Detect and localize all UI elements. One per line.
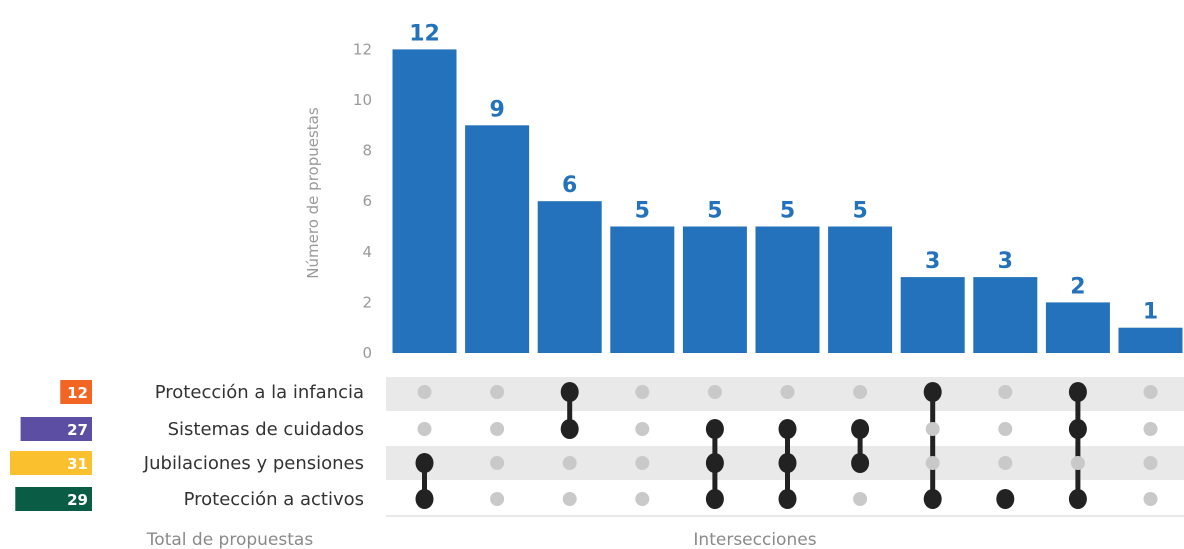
y-tick-label: 12 <box>353 40 372 58</box>
bar-value-label: 12 <box>409 21 440 46</box>
matrix-dot-active <box>996 489 1015 509</box>
bar <box>610 226 675 353</box>
set-labels: Protección a la infancia 12 Sistemas de cu… <box>10 380 364 511</box>
matrix-dot-active <box>1068 489 1087 509</box>
y-tick-label: 10 <box>353 91 372 109</box>
matrix-dot-active <box>851 453 870 473</box>
matrix-dot-inactive <box>490 492 505 506</box>
set-total-bar <box>10 451 92 475</box>
bar-value-label: 5 <box>635 199 650 224</box>
matrix-dot-inactive <box>1143 422 1158 436</box>
set-total-bar <box>15 487 93 511</box>
matrix-dot-active <box>778 419 797 439</box>
bar-value-label: 3 <box>998 249 1013 274</box>
matrix-dot-inactive <box>853 492 868 506</box>
set-total-bar <box>20 417 93 441</box>
bar-value-label: 5 <box>852 199 867 224</box>
matrix-dot-inactive <box>998 422 1013 436</box>
set-total-label: 27 <box>67 421 88 439</box>
matrix-dot-active <box>415 453 434 473</box>
y-axis: 0 2 4 6 8 10 12 <box>353 40 372 362</box>
matrix-dot-active <box>560 419 579 439</box>
bar <box>537 201 602 353</box>
matrix-dot-inactive <box>998 456 1013 470</box>
matrix <box>386 377 1184 517</box>
set-total-label: 31 <box>67 455 88 473</box>
bar-value-label: 3 <box>925 249 940 274</box>
matrix-dot-inactive <box>490 385 505 399</box>
matrix-dot-active <box>1068 382 1087 402</box>
matrix-dot-active <box>705 489 724 509</box>
bar-value-label: 2 <box>1070 274 1085 299</box>
matrix-dot-inactive <box>562 456 577 470</box>
matrix-dot-inactive <box>1143 385 1158 399</box>
matrix-dot-active <box>705 453 724 473</box>
matrix-dot-active <box>1068 419 1087 439</box>
bar <box>828 226 893 353</box>
matrix-dot-inactive <box>417 422 432 436</box>
matrix-dot-inactive <box>562 492 577 506</box>
matrix-dot-inactive <box>925 422 940 436</box>
matrix-dot-inactive <box>635 385 650 399</box>
bar-value-label: 5 <box>780 199 795 224</box>
matrix-dot-inactive <box>635 422 650 436</box>
matrix-dot-active <box>778 489 797 509</box>
bar <box>973 277 1038 353</box>
matrix-dot-active <box>851 419 870 439</box>
bar <box>392 49 457 354</box>
bar <box>755 226 820 353</box>
bar <box>1045 302 1110 353</box>
set-name-label: Sistemas de cuidados <box>168 419 364 440</box>
matrix-dot-inactive <box>490 422 505 436</box>
matrix-dot-active <box>778 453 797 473</box>
set-name-label: Jubilaciones y pensiones <box>143 453 364 474</box>
matrix-dot-inactive <box>1143 456 1158 470</box>
matrix-dot-inactive <box>1070 456 1085 470</box>
set-name-label: Protección a activos <box>184 489 364 510</box>
matrix-dot-inactive <box>417 385 432 399</box>
matrix-dot-inactive <box>635 456 650 470</box>
matrix-dot-inactive <box>780 385 795 399</box>
bar-value-label: 9 <box>489 97 504 122</box>
y-axis-label: Número de propuestas <box>304 107 322 279</box>
bar <box>682 226 747 353</box>
matrix-dot-active <box>923 489 942 509</box>
matrix-dot-active <box>705 419 724 439</box>
bar-value-label: 6 <box>562 173 577 198</box>
bar <box>900 277 965 353</box>
matrix-dot-inactive <box>635 492 650 506</box>
matrix-dot-active <box>560 382 579 402</box>
matrix-dot-inactive <box>1143 492 1158 506</box>
x-axis-label: Intersecciones <box>693 530 816 549</box>
y-tick-label: 6 <box>362 192 372 210</box>
y-tick-label: 4 <box>362 243 372 261</box>
bar-value-label: 5 <box>707 199 722 224</box>
y-tick-label: 0 <box>362 344 372 362</box>
y-tick-label: 8 <box>362 142 372 160</box>
bar <box>465 125 530 353</box>
bar <box>1118 327 1183 353</box>
totals-label: Total de propuestas <box>146 530 314 549</box>
matrix-dot-inactive <box>925 456 940 470</box>
matrix-dot-inactive <box>490 456 505 470</box>
matrix-dot-active <box>923 382 942 402</box>
set-total-bar <box>60 380 92 404</box>
y-tick-label: 2 <box>362 293 372 311</box>
set-total-label: 29 <box>67 491 88 509</box>
bars: 12 9 6 5 5 5 5 3 3 2 1 <box>392 21 1183 354</box>
matrix-dot-inactive <box>853 385 868 399</box>
matrix-dot-inactive <box>707 385 722 399</box>
bar-value-label: 1 <box>1143 300 1158 325</box>
set-name-label: Protección a la infancia <box>155 382 364 403</box>
set-total-label: 12 <box>67 384 88 402</box>
matrix-dot-inactive <box>998 385 1013 399</box>
matrix-dot-active <box>415 489 434 509</box>
